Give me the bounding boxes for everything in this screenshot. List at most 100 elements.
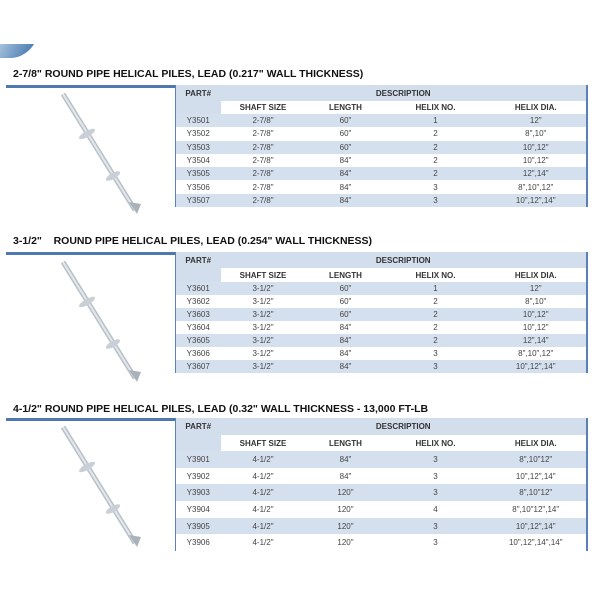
cell-shaft: 3-1/2" xyxy=(220,295,306,308)
header-helix_no: HELIX NO. xyxy=(385,101,486,114)
cell-length: 60" xyxy=(305,282,386,295)
decorative-swoosh xyxy=(0,44,35,58)
cell-length: 84" xyxy=(305,467,386,485)
cell-helix_dia: 10",12",14" xyxy=(485,517,587,535)
header-part: PART# xyxy=(175,252,221,268)
cell-helix_no: 3 xyxy=(385,484,486,502)
cell-length: 84" xyxy=(305,321,386,334)
cell-part: Y3603 xyxy=(175,308,221,321)
cell-part: Y3606 xyxy=(175,347,221,360)
cell-length: 120" xyxy=(305,501,386,518)
table-row: Y3906 4-1/2" 120" 3 10",12",14",14" xyxy=(175,534,587,552)
cell-shaft: 2-7/8" xyxy=(220,180,306,194)
cell-shaft: 4-1/2" xyxy=(220,467,306,485)
helical-pile-image xyxy=(60,425,141,547)
cell-shaft: 4-1/2" xyxy=(220,534,306,552)
cell-length: 60" xyxy=(305,295,386,308)
header-length: LENGTH xyxy=(305,101,386,114)
cell-shaft: 2-7/8" xyxy=(220,153,306,168)
table-row: Y3606 3-1/2" 84" 3 8",10",12" xyxy=(175,347,587,360)
cell-helix_no: 2 xyxy=(385,308,486,321)
cell-shaft: 2-7/8" xyxy=(220,193,306,208)
cell-part: Y3504 xyxy=(175,153,221,168)
helical-pile-image xyxy=(60,260,141,382)
cell-helix_dia: 12" xyxy=(485,114,587,128)
section-title: 4-1/2" ROUND PIPE HELICAL PILES, LEAD (0… xyxy=(13,403,429,415)
cell-helix_no: 3 xyxy=(385,467,486,485)
header-helix_no: HELIX NO. xyxy=(385,435,486,451)
cell-shaft: 2-7/8" xyxy=(220,127,306,141)
section-title: 2-7/8" ROUND PIPE HELICAL PILES, LEAD (0… xyxy=(13,68,364,80)
table-row: Y3603 3-1/2" 60" 2 10",12" xyxy=(175,308,587,321)
header-helix_dia: HELIX DIA. xyxy=(485,435,587,451)
cell-helix_dia: 8",10"12" xyxy=(485,451,587,468)
header-shaft: SHAFT SIZE xyxy=(220,435,306,451)
table-row: Y3607 3-1/2" 84" 3 10",12",14" xyxy=(175,360,587,373)
table-row: Y3903 4-1/2" 120" 3 8",10"12" xyxy=(175,484,587,502)
cell-length: 84" xyxy=(305,347,386,360)
cell-helix_dia: 10",12" xyxy=(485,321,587,334)
cell-helix_dia: 10",12",14",14" xyxy=(485,534,587,552)
cell-shaft: 3-1/2" xyxy=(220,282,306,295)
table-row: Y3505 2-7/8" 84" 2 12",14" xyxy=(175,167,587,181)
cell-helix_no: 1 xyxy=(385,114,486,128)
header-part: PART# xyxy=(175,85,221,101)
cell-helix_dia: 8",10"12",14" xyxy=(485,501,587,518)
cell-length: 60" xyxy=(305,308,386,321)
cell-shaft: 3-1/2" xyxy=(220,321,306,334)
cell-helix_dia: 10",12",14" xyxy=(485,467,587,485)
cell-helix_no: 2 xyxy=(385,334,486,347)
cell-helix_dia: 8",10",12" xyxy=(485,347,587,360)
cell-helix_no: 2 xyxy=(385,321,486,334)
table-row: Y3503 2-7/8" 60" 2 10",12" xyxy=(175,140,587,154)
cell-helix_no: 2 xyxy=(385,295,486,308)
cell-shaft: 2-7/8" xyxy=(220,114,306,128)
cell-part: Y3903 xyxy=(175,484,221,502)
cell-helix_dia: 10",12" xyxy=(485,153,587,168)
header-helix_dia: HELIX DIA. xyxy=(485,268,587,282)
table-row: Y3507 2-7/8" 84" 3 10",12",14" xyxy=(175,193,587,208)
cell-helix_no: 4 xyxy=(385,501,486,518)
cell-helix_no: 3 xyxy=(385,451,486,468)
parts-table: PART# DESCRIPTION SHAFT SIZE LENGTH HELIX N… xyxy=(175,252,588,373)
cell-length: 120" xyxy=(305,484,386,502)
cell-part: Y3905 xyxy=(175,517,221,535)
cell-shaft: 3-1/2" xyxy=(220,308,306,321)
cell-shaft: 2-7/8" xyxy=(220,167,306,181)
cell-helix_no: 3 xyxy=(385,517,486,535)
table-row: Y3602 3-1/2" 60" 2 8",10" xyxy=(175,295,587,308)
cell-helix_dia: 8",10" xyxy=(485,295,587,308)
parts-table: PART# DESCRIPTION SHAFT SIZE LENGTH HELIX N… xyxy=(175,418,588,552)
cell-length: 60" xyxy=(305,114,386,128)
header-part: PART# xyxy=(175,418,221,435)
cell-helix_no: 3 xyxy=(385,534,486,552)
cell-helix_dia: 12",14" xyxy=(485,334,587,347)
table-row: Y3904 4-1/2" 120" 4 8",10"12",14" xyxy=(175,501,587,518)
cell-part: Y3604 xyxy=(175,321,221,334)
cell-shaft: 4-1/2" xyxy=(220,451,306,468)
cell-helix_dia: 10",12" xyxy=(485,308,587,321)
cell-helix_dia: 10",12" xyxy=(485,140,587,154)
cell-part: Y3607 xyxy=(175,360,221,373)
cell-helix_no: 3 xyxy=(385,193,486,208)
cell-helix_dia: 12" xyxy=(485,282,587,295)
table-row: Y3502 2-7/8" 60" 2 8",10" xyxy=(175,127,587,141)
cell-shaft: 2-7/8" xyxy=(220,140,306,154)
cell-helix_dia: 8",10",12" xyxy=(485,180,587,194)
cell-helix_dia: 12",14" xyxy=(485,167,587,181)
header-description: DESCRIPTION xyxy=(220,252,587,268)
table-row: Y3902 4-1/2" 84" 3 10",12",14" xyxy=(175,467,587,485)
cell-part: Y3902 xyxy=(175,467,221,485)
helical-pile-image xyxy=(60,92,141,214)
cell-helix_no: 2 xyxy=(385,167,486,181)
cell-helix_dia: 8",10"12" xyxy=(485,484,587,502)
cell-part: Y3601 xyxy=(175,282,221,295)
cell-length: 84" xyxy=(305,153,386,168)
cell-shaft: 3-1/2" xyxy=(220,360,306,373)
cell-shaft: 4-1/2" xyxy=(220,517,306,535)
table-row: Y3506 2-7/8" 84" 3 8",10",12" xyxy=(175,180,587,194)
table-row: Y3601 3-1/2" 60" 1 12" xyxy=(175,282,587,295)
cell-length: 84" xyxy=(305,167,386,181)
cell-part: Y3505 xyxy=(175,167,221,181)
table-row: Y3901 4-1/2" 84" 3 8",10"12" xyxy=(175,451,587,468)
